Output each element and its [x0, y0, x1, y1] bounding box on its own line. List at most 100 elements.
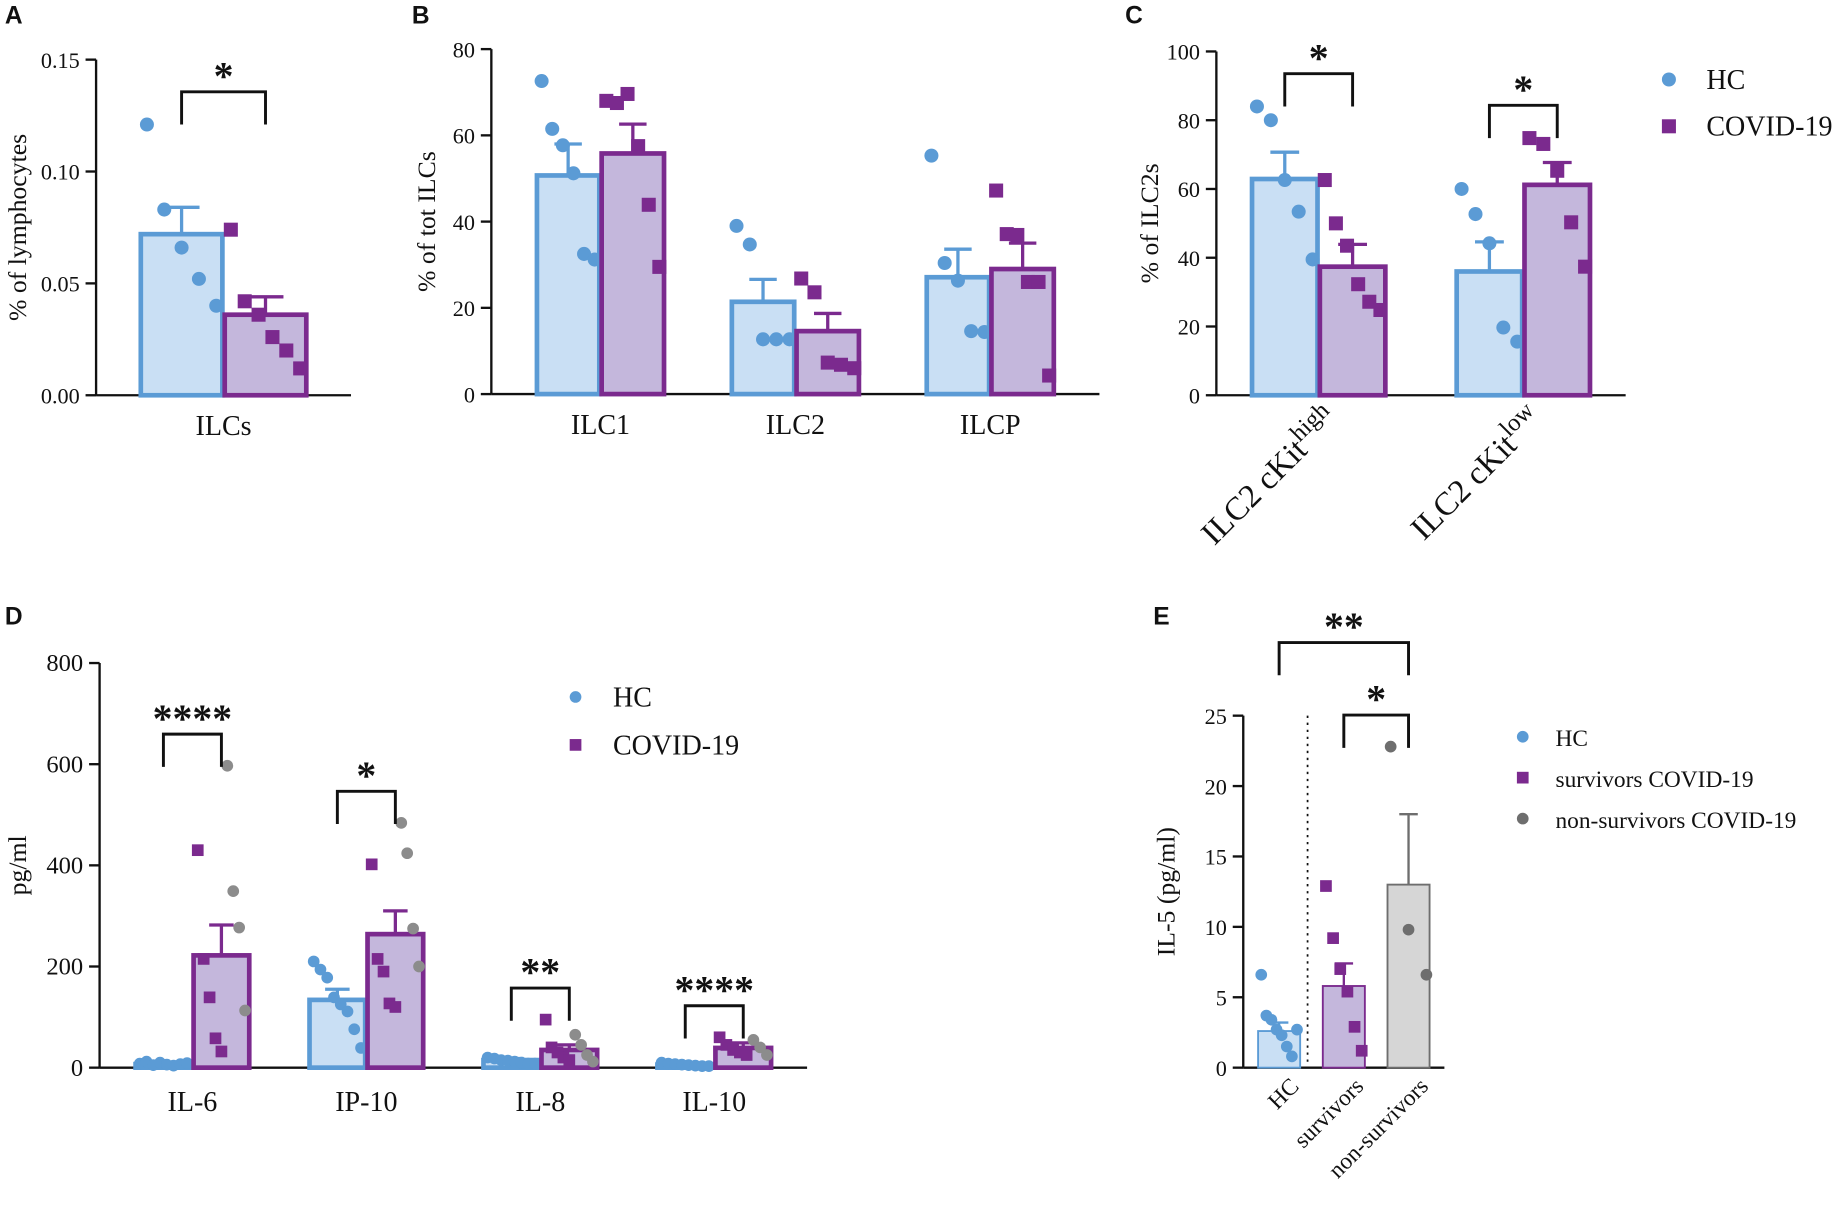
data-point — [756, 332, 771, 347]
significance-label: * — [1513, 68, 1533, 112]
data-point — [1468, 207, 1483, 222]
data-point — [1536, 136, 1551, 151]
y-tick-label: 400 — [46, 853, 83, 880]
legend-label: survivors COVID-19 — [1555, 767, 1753, 793]
data-point — [747, 1033, 760, 1046]
data-point — [545, 121, 560, 136]
data-point — [191, 844, 204, 857]
data-point — [609, 95, 624, 111]
x-tick-label: IP-10 — [335, 1087, 397, 1118]
data-point — [950, 273, 965, 288]
data-point — [575, 1039, 587, 1051]
legend-label: HC — [613, 682, 652, 713]
y-tick-label: 600 — [46, 751, 83, 778]
data-point — [1564, 215, 1579, 230]
significance-label: * — [214, 54, 234, 98]
data-point — [566, 166, 581, 181]
panel-letter: D — [5, 603, 23, 630]
data-point — [139, 117, 154, 132]
data-point — [197, 953, 210, 965]
data-point — [977, 324, 992, 340]
bar — [222, 312, 309, 398]
data-point — [227, 885, 240, 897]
data-point — [1317, 173, 1332, 188]
data-point — [174, 240, 189, 255]
data-point — [1402, 923, 1415, 936]
data-point — [181, 1057, 193, 1069]
data-point — [1305, 252, 1320, 267]
data-point — [1578, 259, 1593, 274]
y-tick-label: 10 — [1205, 915, 1227, 940]
significance-bracket — [1342, 713, 1410, 748]
data-point — [807, 285, 822, 300]
significance-label: ** — [1324, 605, 1364, 649]
data-point — [203, 991, 216, 1004]
data-point — [1454, 181, 1469, 196]
data-point — [720, 1039, 733, 1051]
data-point — [209, 1032, 222, 1045]
bar — [138, 231, 225, 398]
data-point — [265, 330, 280, 345]
y-tick-label: 60 — [453, 124, 475, 149]
data-point — [1362, 294, 1377, 309]
y-axis-label: IL-5 (pg/ml) — [1151, 827, 1180, 956]
significance-label: ** — [520, 951, 560, 995]
data-point — [1355, 1044, 1368, 1057]
x-tick-label: IL-10 — [682, 1087, 746, 1118]
data-point — [924, 148, 939, 163]
panel-letter: E — [1153, 603, 1169, 630]
panel-letter: C — [1125, 2, 1143, 29]
x-tick-label: IL-6 — [167, 1087, 217, 1118]
bar — [729, 299, 797, 397]
data-point — [1348, 1020, 1361, 1033]
data-point — [279, 343, 294, 358]
x-tick-label: ILC2 cKitlow — [1399, 396, 1550, 547]
data-point — [569, 739, 582, 751]
data-point — [545, 1041, 558, 1054]
data-point — [221, 759, 234, 772]
y-tick-label: 20 — [453, 296, 475, 321]
data-point — [1482, 236, 1497, 251]
legend-label: HC — [1706, 65, 1745, 96]
data-point — [1275, 1029, 1288, 1042]
data-point — [348, 1023, 361, 1036]
y-tick-label: 0 — [71, 1055, 83, 1082]
data-point — [1351, 277, 1366, 292]
data-point — [1255, 968, 1268, 981]
data-point — [1340, 238, 1355, 253]
data-point — [401, 847, 414, 860]
data-point — [1661, 119, 1676, 134]
data-point — [223, 222, 238, 237]
significance-label: **** — [675, 968, 755, 1012]
data-point — [1496, 320, 1511, 335]
x-tick-label: IL-8 — [515, 1087, 565, 1118]
data-point — [389, 1001, 402, 1013]
data-point — [1265, 1013, 1278, 1026]
data-point — [1031, 274, 1046, 289]
data-point — [191, 271, 206, 286]
data-point — [539, 1013, 552, 1026]
data-point — [1327, 932, 1339, 944]
data-point — [341, 1005, 354, 1018]
significance-label: * — [1366, 678, 1386, 722]
data-point — [1291, 1023, 1303, 1036]
x-tick-label: HC — [1263, 1073, 1304, 1114]
data-point — [1522, 131, 1537, 146]
data-point — [1516, 812, 1529, 825]
y-tick-label: 5 — [1216, 985, 1227, 1010]
data-point — [293, 361, 308, 376]
data-point — [1280, 1040, 1293, 1053]
data-point — [383, 997, 396, 1010]
data-point — [742, 237, 757, 252]
y-tick-label: 0 — [1216, 1056, 1227, 1081]
bar — [1522, 182, 1593, 398]
data-point — [1550, 163, 1565, 178]
data-point — [1384, 740, 1397, 753]
y-tick-label: 40 — [1178, 246, 1200, 271]
data-point — [1020, 274, 1035, 289]
data-point — [1373, 302, 1388, 318]
data-point — [620, 86, 635, 101]
y-tick-label: 0.15 — [41, 48, 80, 73]
data-point — [1328, 216, 1343, 231]
